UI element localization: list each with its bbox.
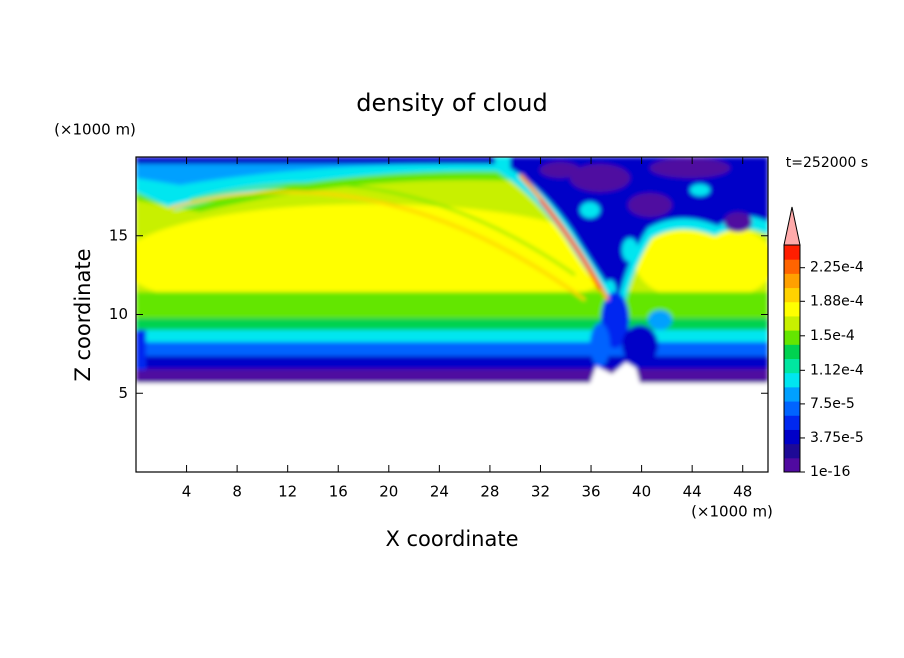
colorbar-frame	[783, 244, 801, 473]
contour-region	[590, 323, 610, 367]
y-unit: (×1000 m)	[54, 121, 136, 139]
time-annotation: t=252000 s	[786, 155, 868, 171]
colorbar-band	[784, 301, 800, 317]
contour-region	[136, 356, 768, 370]
x-tick-label: 48	[733, 483, 752, 501]
x-tick-label: 20	[379, 483, 398, 501]
colorbar-tick-label: 7.5e-5	[810, 396, 855, 412]
colorbar-tick-label: 1.12e-4	[810, 362, 864, 378]
contour-fill	[136, 157, 768, 472]
colorbar-band	[784, 259, 800, 274]
colorbar-tick-label: 1.88e-4	[810, 293, 864, 309]
x-tick-label: 32	[531, 483, 550, 501]
colorbar-band	[784, 245, 800, 260]
x-tick-label: 4	[182, 483, 192, 501]
contour-region	[189, 182, 576, 276]
colorbar-band	[784, 386, 800, 402]
x-tick-label: 12	[278, 483, 297, 501]
contour-region	[724, 212, 752, 232]
contour-region	[635, 222, 768, 302]
x-tick-label: 28	[480, 483, 499, 501]
contour-region	[136, 292, 768, 322]
colorbar-band	[784, 358, 800, 374]
y-tick-label: 15	[109, 226, 128, 244]
contour-region	[628, 193, 672, 217]
contour-region	[136, 204, 620, 320]
y-tick-label: 5	[118, 384, 128, 402]
x-tick-label: 44	[683, 483, 702, 501]
contour-field	[136, 157, 768, 472]
contour-region	[136, 318, 768, 330]
contour-region	[622, 325, 658, 365]
contour-region	[136, 330, 146, 370]
contour-region	[169, 190, 586, 302]
contour-region	[136, 157, 556, 164]
colorbar-band	[784, 315, 800, 331]
colorbar-band	[784, 287, 800, 303]
colorbar-tick-label: 1.5e-4	[810, 328, 855, 344]
x-tick-label: 8	[232, 483, 242, 501]
x-unit: (×1000 m)	[691, 503, 773, 521]
contour-region	[690, 184, 710, 196]
x-tick-label: 40	[632, 483, 651, 501]
contour-region	[136, 342, 768, 356]
colorbar-band	[784, 457, 800, 473]
contour-region	[580, 202, 600, 218]
y-tick-label: 10	[109, 305, 128, 323]
colorbar-extend	[783, 206, 801, 246]
colorbar-tick-label: 3.75e-5	[810, 430, 864, 446]
contour-region	[622, 238, 638, 262]
chart-title: density of cloud	[356, 89, 547, 117]
x-tick-label: 24	[430, 483, 449, 501]
colorbar-band	[784, 372, 800, 388]
colorbar-band	[784, 401, 800, 416]
contour-region	[648, 310, 672, 330]
x-tick-label: 36	[581, 483, 600, 501]
colorbar-band	[784, 273, 800, 289]
colorbar-band	[784, 443, 800, 459]
contour-region	[650, 158, 730, 178]
colorbar-tick-label: 2.25e-4	[810, 260, 864, 276]
y-axis-label: Z coordinate	[71, 248, 95, 381]
colorbar-band	[784, 344, 800, 359]
contour-region	[136, 330, 768, 342]
contour-region	[136, 362, 768, 472]
contour-region	[538, 199, 602, 291]
colorbar-band	[784, 415, 800, 430]
contour-region	[136, 369, 768, 383]
colorbar-band	[784, 429, 800, 445]
contour-region	[570, 164, 630, 192]
colorbar-tick-label: 1e-16	[810, 464, 850, 480]
x-tick-label: 16	[329, 483, 348, 501]
contour-region	[540, 162, 580, 178]
x-axis-label: X coordinate	[385, 527, 518, 551]
colorbar-band	[784, 330, 800, 345]
